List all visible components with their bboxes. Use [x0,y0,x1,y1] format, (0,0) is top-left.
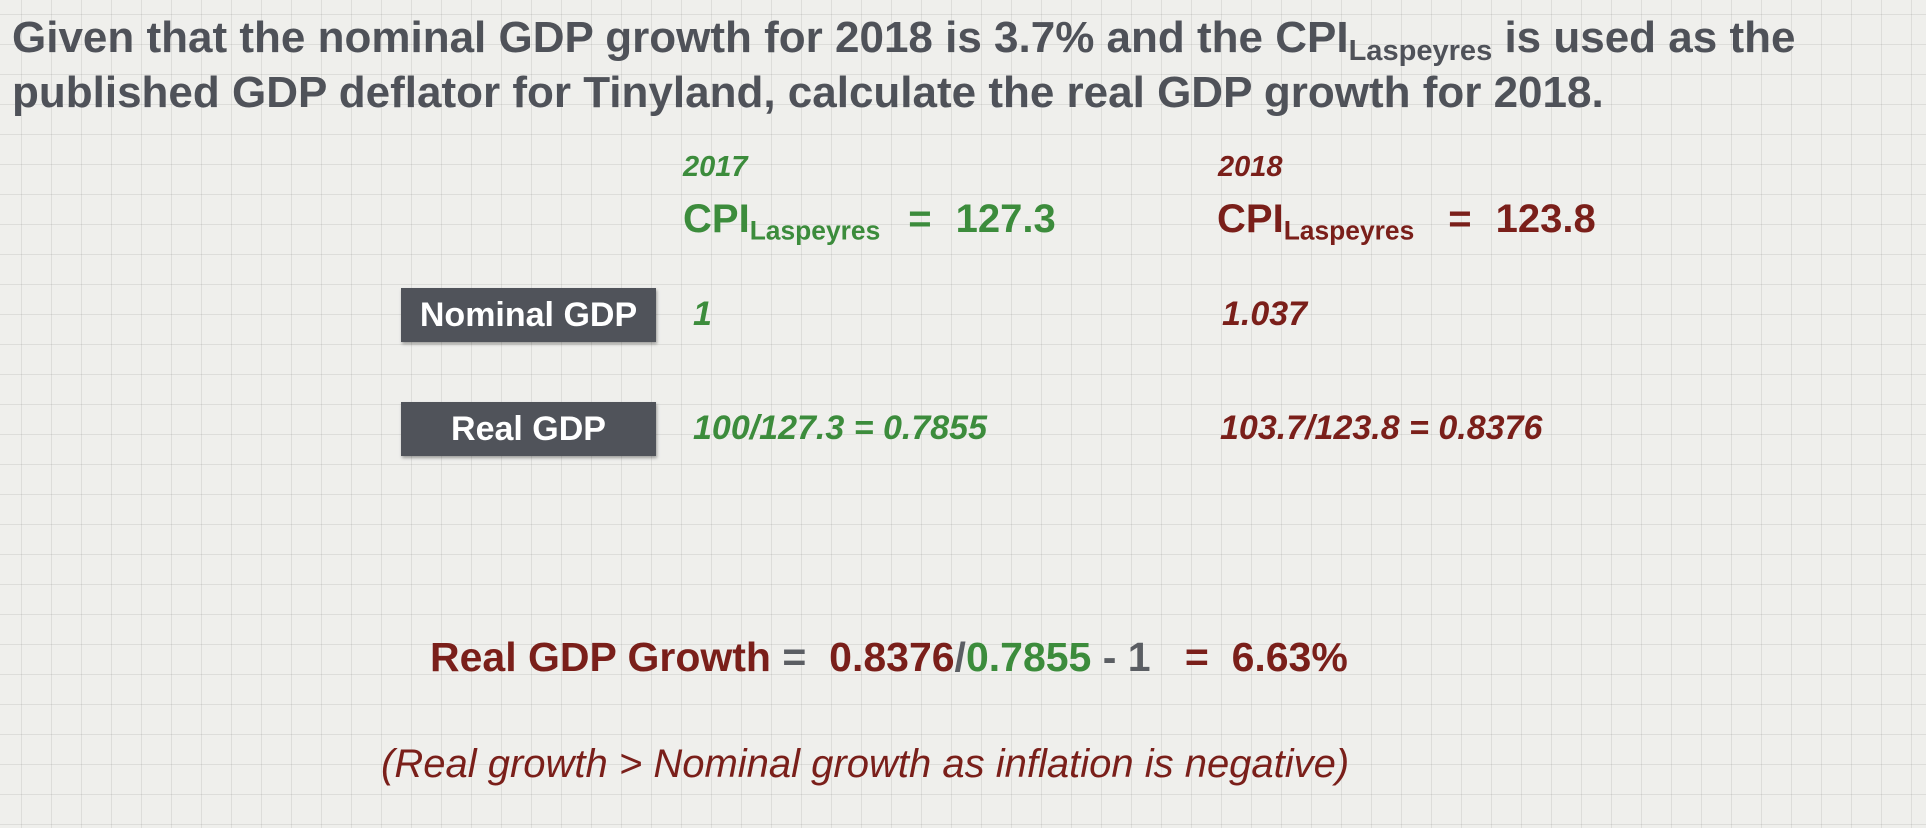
cpi-2017-subscript: Laspeyres [749,215,881,246]
inflation-note: (Real growth > Nominal growth as inflati… [381,742,1350,786]
result-equals-2: = [1184,634,1209,680]
cpi-2018-subscript: Laspeyres [1283,215,1415,246]
real-gdp-label: Real GDP [401,402,656,456]
cpi-2017-equals: = [908,197,932,241]
cpi-2017-value: 127.3 [955,197,1056,241]
result-denominator: 0.7855 [965,634,1092,680]
cpi-2017: CPILaspeyres = 127.3 [683,197,1056,246]
question-subscript: Laspeyres [1348,35,1493,68]
cpi-2017-label: CPI [683,197,750,241]
result-slash: / [954,634,966,680]
cpi-2018-value: 123.8 [1495,197,1596,241]
nominal-gdp-label: Nominal GDP [401,288,656,342]
real-gdp-2018: 103.7/123.8 = 0.8376 [1220,409,1543,447]
real-gdp-2017: 100/127.3 = 0.7855 [693,409,987,447]
result-equals-1: = [782,634,807,680]
nominal-gdp-2018: 1.037 [1222,295,1308,333]
result-answer: 6.63% [1231,634,1348,680]
result-minus-one: - 1 [1102,634,1151,680]
year-2018-label: 2018 [1218,151,1283,183]
question-text: Given that the nominal GDP growth for 20… [12,10,1912,120]
cpi-2018: CPILaspeyres = 123.8 [1217,197,1596,246]
real-gdp-growth-formula: Real GDP Growth = 0.8376/0.7855 - 1 = 6.… [430,634,1348,681]
nominal-gdp-2017: 1 [693,295,712,333]
cpi-2018-equals: = [1448,197,1472,241]
result-numerator: 0.8376 [829,634,955,680]
result-label: Real GDP Growth [430,634,771,680]
question-part-1: Given that the nominal GDP growth for 20… [12,13,1349,62]
cpi-2018-label: CPI [1217,197,1284,241]
question-part-2: is used as the published GDP deflator fo… [12,13,1796,117]
year-2017-label: 2017 [683,151,748,183]
